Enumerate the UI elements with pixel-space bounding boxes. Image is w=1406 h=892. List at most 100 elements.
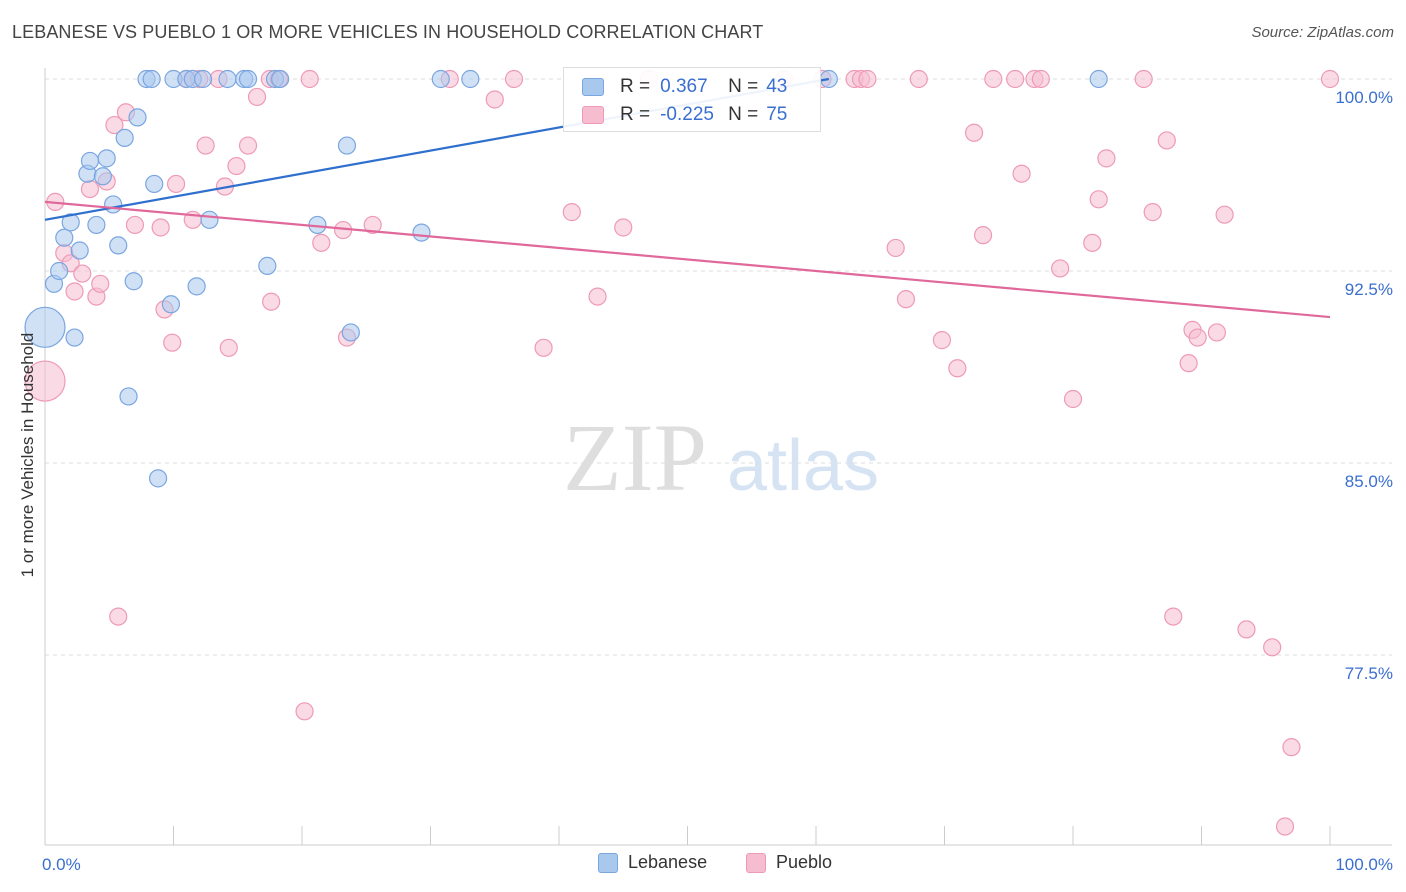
n-value-lebanese: 43 — [766, 76, 788, 97]
pueblo-swatch — [582, 106, 604, 124]
lebanese-point — [50, 261, 69, 281]
legend-label-lebanese: Lebanese — [628, 852, 708, 872]
pueblo-point — [1143, 203, 1162, 222]
pueblo-point — [219, 338, 238, 357]
pueblo-point — [896, 290, 916, 309]
lebanese-point — [61, 213, 80, 232]
legend-item-pueblo[interactable]: Pueblo — [746, 852, 832, 873]
source-label: Source: ZipAtlas.com — [1251, 24, 1394, 41]
pueblo-point — [1207, 323, 1227, 342]
axes — [44, 68, 1392, 846]
lebanese-point — [148, 469, 168, 488]
pueblo-point — [1179, 354, 1198, 373]
n-value-pueblo: 75 — [766, 104, 788, 125]
pueblo-point — [196, 136, 215, 155]
pueblo-point — [909, 69, 928, 89]
lebanese-point — [145, 174, 164, 194]
pueblo-point — [227, 156, 246, 176]
lebanese-point — [258, 256, 277, 275]
pueblo-point — [1215, 205, 1234, 224]
lebanese-point — [119, 387, 138, 406]
lebanese-point — [271, 69, 290, 89]
pueblo-point — [1063, 389, 1083, 409]
lebanese-legend-swatch — [598, 852, 618, 873]
n-label: N = — [728, 76, 759, 97]
lebanese-point — [97, 149, 116, 168]
pueblo-point — [1188, 328, 1207, 347]
y-tick-label: 92.5% — [1345, 280, 1393, 299]
pueblo-point — [948, 359, 967, 378]
lebanese-point — [93, 167, 112, 186]
pueblo-point — [166, 174, 186, 194]
pueblo-trend-line — [44, 200, 1331, 319]
lebanese-points — [24, 69, 1108, 488]
lebanese-point — [337, 136, 357, 155]
stats-row-lebanese: R = 0.367 N = 43 — [582, 76, 787, 98]
pueblo-point — [1320, 69, 1340, 89]
pueblo-point — [312, 233, 331, 252]
n-label: N = — [728, 104, 759, 125]
pueblo-point — [534, 338, 553, 357]
pueblo-point — [1006, 69, 1025, 89]
lebanese-point — [238, 69, 258, 89]
pueblo-point — [1237, 620, 1256, 639]
pueblo-point — [1164, 607, 1183, 626]
pueblo-point — [485, 90, 504, 109]
stats-row-pueblo: R = -0.225 N = 75 — [582, 104, 787, 126]
pueblo-point — [886, 238, 905, 258]
chart-title: LEBANESE VS PUEBLO 1 OR MORE VEHICLES IN… — [12, 22, 764, 42]
pueblo-point — [1083, 233, 1102, 252]
pueblo-point — [562, 203, 581, 222]
pueblo-point — [65, 282, 84, 301]
pueblo-point — [964, 123, 984, 142]
lebanese-point — [55, 228, 74, 247]
lebanese-point — [1089, 69, 1108, 89]
y-tick-label: 77.5% — [1345, 664, 1393, 683]
pueblo-point — [363, 215, 382, 235]
lebanese-point — [200, 210, 219, 229]
pueblo-point — [1089, 190, 1108, 209]
pueblo-point — [1282, 738, 1301, 757]
lebanese-point — [128, 108, 147, 127]
pueblo-point — [91, 274, 110, 293]
pueblo-point — [295, 702, 314, 721]
lebanese-point — [431, 69, 450, 89]
y-tick-label: 85.0% — [1345, 472, 1393, 491]
legend-label-pueblo: Pueblo — [776, 852, 833, 872]
pueblo-point — [262, 292, 281, 311]
lebanese-point — [142, 69, 161, 89]
watermark-atlas: atlas — [727, 426, 879, 506]
pueblo-point — [109, 607, 128, 626]
pueblo-point — [125, 215, 145, 235]
lebanese-point — [193, 69, 213, 89]
pueblo-point — [24, 360, 66, 402]
pueblo-point — [614, 218, 633, 237]
pueblo-point — [105, 115, 124, 135]
pueblo-point — [1012, 164, 1031, 183]
pueblo-point — [858, 69, 877, 89]
lebanese-swatch — [582, 78, 604, 96]
x-tick-label: 0.0% — [42, 855, 81, 874]
x-tick-label: 100.0% — [1335, 855, 1393, 874]
lebanese-point — [341, 323, 360, 342]
lebanese-point — [109, 236, 128, 255]
pueblo-point — [973, 226, 993, 245]
lebanese-point — [104, 195, 123, 214]
pueblo-point — [238, 136, 258, 155]
stats-box: R = 0.367 N = 43 R = -0.225 N = 75 — [563, 67, 821, 132]
lebanese-point — [218, 69, 237, 89]
watermark: ZIP atlas — [563, 404, 879, 511]
y-tick-label: 100.0% — [1335, 88, 1393, 107]
pueblo-point — [504, 69, 524, 89]
lebanese-point — [65, 328, 84, 347]
lebanese-point — [87, 215, 106, 235]
pueblo-point — [588, 287, 607, 306]
pueblo-point — [984, 69, 1003, 89]
legend-item-lebanese[interactable]: Lebanese — [598, 852, 707, 873]
pueblo-point — [1051, 259, 1070, 278]
pueblo-point — [151, 218, 170, 237]
r-label: R = — [620, 104, 651, 125]
lebanese-point — [461, 69, 480, 89]
r-value-pueblo: -0.225 — [660, 104, 714, 125]
